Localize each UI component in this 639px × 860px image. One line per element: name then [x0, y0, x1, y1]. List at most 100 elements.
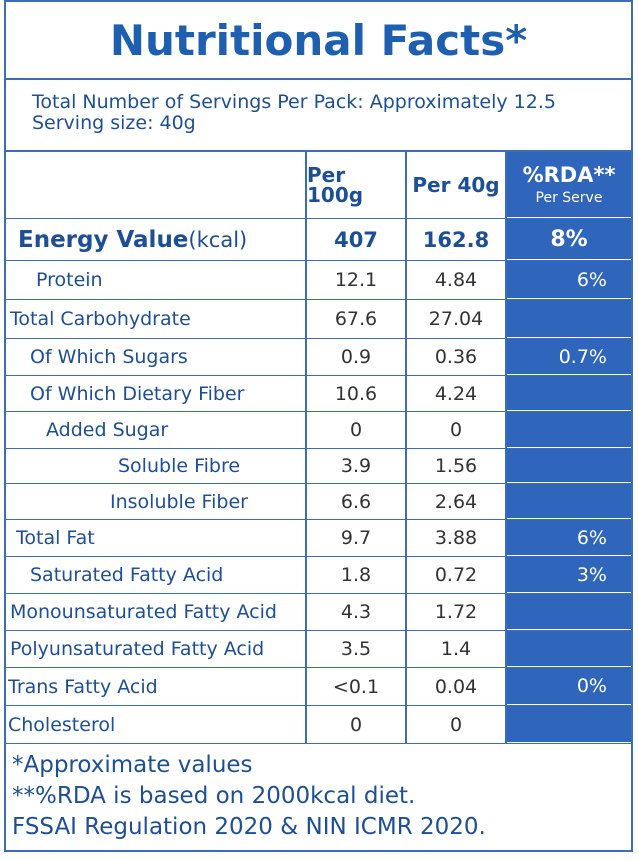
rda	[507, 376, 631, 411]
nutrient-label: Total Fat	[6, 520, 307, 556]
nutrient-label: Of Which Dietary Fiber	[6, 376, 307, 411]
nutrient-row: Soluble Fibre 3.9 1.56	[6, 449, 631, 484]
blank-header	[6, 152, 307, 218]
per-40g: 1.72	[407, 594, 507, 630]
per-100g: 0.9	[307, 339, 407, 375]
nutrient-name: Of Which Dietary Fiber	[30, 382, 245, 405]
nutrient-label: Total Carbohydrate	[6, 300, 307, 338]
nutrient-row: Of Which Dietary Fiber 10.6 4.24	[6, 376, 631, 412]
per-100g: <0.1	[307, 668, 407, 705]
serving-info: Total Number of Servings Per Pack: Appro…	[6, 80, 631, 152]
per-40g: 1.56	[407, 449, 507, 483]
nutrient-unit: (kcal)	[188, 227, 248, 252]
nutrient-label: Protein	[6, 261, 307, 299]
nutrient-label: Added Sugar	[6, 412, 307, 448]
rda	[507, 706, 631, 743]
nutrition-table: Per 100g Per 40g %RDA** Per Serve Energy…	[6, 152, 631, 744]
per-100g: 4.3	[307, 594, 407, 630]
rda: 8%	[507, 219, 631, 260]
nutrient-label: Saturated Fatty Acid	[6, 557, 307, 593]
nutrient-row: Insoluble Fiber 6.6 2.64	[6, 484, 631, 520]
rda	[507, 449, 631, 483]
nutrient-name: Protein	[36, 269, 103, 291]
nutrient-row: Of Which Sugars 0.9 0.36 0.7%	[6, 339, 631, 376]
per-100g: 9.7	[307, 520, 407, 556]
nutrient-row: Total Fat 9.7 3.88 6%	[6, 520, 631, 557]
per-40g: 0.36	[407, 339, 507, 375]
nutrient-row: Protein 12.1 4.84 6%	[6, 261, 631, 300]
per-100g: 0	[307, 706, 407, 743]
rda: 3%	[507, 557, 631, 593]
servings-per-pack: Total Number of Servings Per Pack: Appro…	[32, 91, 556, 113]
nutrient-name: Total Fat	[16, 527, 95, 549]
serving-size: Serving size: 40g	[32, 112, 196, 134]
nutrient-row: Total Carbohydrate 67.6 27.04	[6, 300, 631, 339]
nutrition-card: Nutritional Facts* Total Number of Servi…	[4, 0, 633, 852]
col-header: %RDA**	[522, 163, 616, 187]
nutrient-name: Added Sugar	[46, 419, 169, 441]
rda: 6%	[507, 520, 631, 556]
per-40g: 0.04	[407, 668, 507, 705]
nutrient-row: Energy Value (kcal) 407 162.8 8%	[6, 219, 631, 261]
nutrient-name: Polyunsaturated Fatty Acid	[10, 638, 265, 660]
title: Nutritional Facts*	[6, 2, 631, 80]
nutrient-label: Of Which Sugars	[6, 339, 307, 375]
footnote: *Approximate values	[12, 752, 253, 778]
per-100g: 12.1	[307, 261, 407, 299]
nutrient-label: Soluble Fibre	[6, 449, 307, 483]
col-header: Per 40g	[407, 152, 507, 218]
col-header: Per 100g	[307, 152, 407, 218]
per-40g: 0	[407, 412, 507, 448]
per-100g: 67.6	[307, 300, 407, 338]
per-40g: 4.24	[407, 376, 507, 411]
nutrient-name: Total Carbohydrate	[10, 308, 191, 330]
nutrient-row: Monounsaturated Fatty Acid 4.3 1.72	[6, 594, 631, 631]
nutrient-name: Cholesterol	[8, 713, 116, 736]
per-100g: 0	[307, 412, 407, 448]
nutrient-row: Trans Fatty Acid <0.1 0.04 0%	[6, 668, 631, 706]
per-100g: 6.6	[307, 484, 407, 519]
nutrient-name: Energy Value	[18, 226, 189, 253]
rda	[507, 300, 631, 338]
per-40g: 3.88	[407, 520, 507, 556]
rda	[507, 412, 631, 448]
rda: 0%	[507, 668, 631, 705]
rda: 6%	[507, 261, 631, 299]
footnote: FSSAI Regulation 2020 & NIN ICMR 2020.	[12, 814, 486, 840]
per-100g: 3.9	[307, 449, 407, 483]
nutrient-row: Added Sugar 0 0	[6, 412, 631, 449]
rda	[507, 484, 631, 519]
nutrient-label: Cholesterol	[6, 706, 307, 743]
nutrient-name: Trans Fatty Acid	[8, 675, 158, 698]
per-40g: 2.64	[407, 484, 507, 519]
nutrient-name: Insoluble Fiber	[110, 490, 248, 513]
nutrient-name: Of Which Sugars	[30, 346, 188, 368]
rda-header: %RDA** Per Serve	[507, 152, 631, 218]
footnotes: *Approximate values **%RDA is based on 2…	[6, 742, 637, 843]
nutrient-label: Energy Value (kcal)	[6, 219, 307, 260]
per-40g: 0.72	[407, 557, 507, 593]
nutrient-label: Insoluble Fiber	[6, 484, 307, 519]
per-100g: 3.5	[307, 631, 407, 667]
nutrient-label: Polyunsaturated Fatty Acid	[6, 631, 307, 667]
nutrient-name: Soluble Fibre	[118, 455, 241, 477]
per-40g: 1.4	[407, 631, 507, 667]
header-row: Per 100g Per 40g %RDA** Per Serve	[6, 152, 631, 219]
per-40g: 27.04	[407, 300, 507, 338]
per-40g: 0	[407, 706, 507, 743]
nutrient-row: Saturated Fatty Acid 1.8 0.72 3%	[6, 557, 631, 594]
nutrient-row: Polyunsaturated Fatty Acid 3.5 1.4	[6, 631, 631, 668]
nutrient-name: Monounsaturated Fatty Acid	[10, 601, 277, 623]
per-100g: 1.8	[307, 557, 407, 593]
rda	[507, 594, 631, 630]
footnote: **%RDA is based on 2000kcal diet.	[12, 783, 416, 809]
nutrient-label: Monounsaturated Fatty Acid	[6, 594, 307, 630]
nutrient-label: Trans Fatty Acid	[6, 668, 307, 705]
per-40g: 162.8	[407, 219, 507, 260]
per-40g: 4.84	[407, 261, 507, 299]
nutrient-row: Cholesterol 0 0	[6, 706, 631, 744]
per-100g: 407	[307, 219, 407, 260]
rda: 0.7%	[507, 339, 631, 375]
rda	[507, 631, 631, 667]
per-100g: 10.6	[307, 376, 407, 411]
